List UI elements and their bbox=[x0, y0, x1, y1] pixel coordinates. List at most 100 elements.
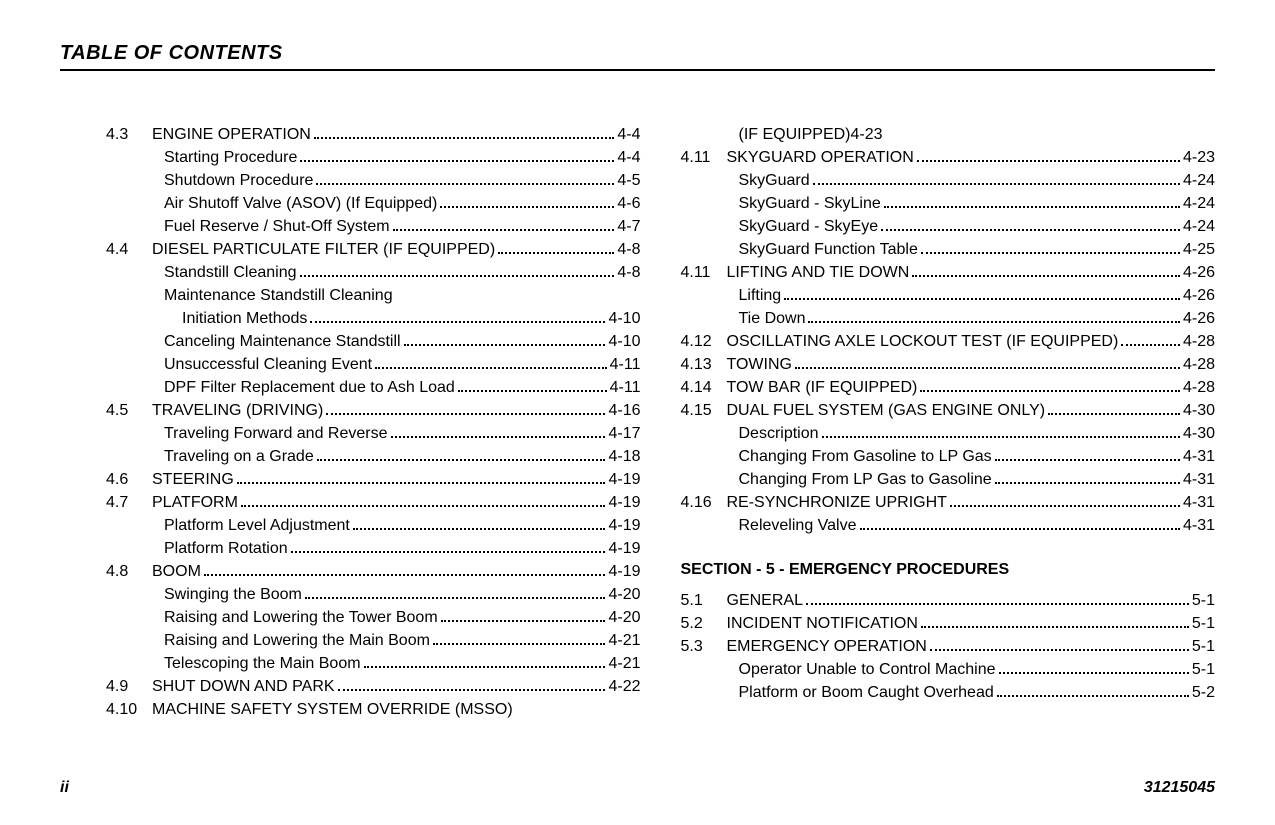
toc-leader-dots bbox=[375, 356, 607, 369]
toc-right-column: (IF EQUIPPED)4-234.11SKYGUARD OPERATION4… bbox=[681, 123, 1216, 721]
toc-leader-dots bbox=[795, 356, 1180, 369]
toc-entry: 4.8BOOM4-19 bbox=[106, 560, 641, 583]
toc-entry-page: 4-24 bbox=[1183, 169, 1215, 192]
toc-entry-page: 4-31 bbox=[1183, 514, 1215, 537]
toc-entry-label: SKYGUARD OPERATION bbox=[727, 146, 914, 169]
toc-entry-page: 4-11 bbox=[610, 353, 641, 376]
toc-leader-dots bbox=[921, 241, 1180, 254]
toc-leader-dots bbox=[300, 149, 614, 162]
toc-leader-dots bbox=[881, 218, 1180, 231]
toc-leader-dots bbox=[291, 540, 606, 553]
toc-entry-label: BOOM bbox=[152, 560, 201, 583]
toc-entry: 4.15DUAL FUEL SYSTEM (GAS ENGINE ONLY)4-… bbox=[681, 399, 1216, 422]
toc-entry: Lifting 4-26 bbox=[681, 284, 1216, 307]
toc-leader-dots bbox=[1048, 402, 1180, 415]
toc-leader-dots bbox=[930, 638, 1189, 651]
toc-entry-label: Changing From LP Gas to Gasoline bbox=[739, 468, 992, 491]
toc-leader-dots bbox=[860, 517, 1180, 530]
toc-entry-label: (IF EQUIPPED)4-23 bbox=[739, 123, 883, 146]
toc-entry: 5.3EMERGENCY OPERATION5-1 bbox=[681, 635, 1216, 658]
toc-entry-page: 4-19 bbox=[608, 514, 640, 537]
toc-entry-label: SkyGuard - SkyLine bbox=[739, 192, 881, 215]
toc-entry-page: 4-10 bbox=[608, 307, 640, 330]
toc-entry: Canceling Maintenance Standstill4-10 bbox=[106, 330, 641, 353]
toc-leader-dots bbox=[393, 218, 615, 231]
toc-entry-number: 4.5 bbox=[106, 399, 152, 422]
toc-entry: Tie Down4-26 bbox=[681, 307, 1216, 330]
toc-entry-page: 5-1 bbox=[1192, 612, 1215, 635]
toc-entry: 4.16RE-SYNCHRONIZE UPRIGHT4-31 bbox=[681, 491, 1216, 514]
toc-entry-label: PLATFORM bbox=[152, 491, 238, 514]
toc-entry: Swinging the Boom 4-20 bbox=[106, 583, 641, 606]
toc-entry-label: Canceling Maintenance Standstill bbox=[164, 330, 401, 353]
toc-entry-label: Operator Unable to Control Machine bbox=[739, 658, 996, 681]
toc-entry-label: TOW BAR (IF EQUIPPED) bbox=[727, 376, 918, 399]
toc-entry-page: 4-24 bbox=[1183, 215, 1215, 238]
toc-entry-label: Description bbox=[739, 422, 819, 445]
toc-entry-label: SkyGuard Function Table bbox=[739, 238, 918, 261]
toc-entry-page: 4-23 bbox=[1183, 146, 1215, 169]
toc-entry-label: Maintenance Standstill Cleaning bbox=[164, 284, 393, 307]
toc-entry-number: 4.13 bbox=[681, 353, 727, 376]
toc-leader-dots bbox=[498, 241, 614, 254]
toc-entry-label: Tie Down bbox=[739, 307, 806, 330]
toc-entry-page: 4-19 bbox=[608, 491, 640, 514]
toc-entry-label: TRAVELING (DRIVING) bbox=[152, 399, 323, 422]
toc-leader-dots bbox=[995, 471, 1180, 484]
toc-entry: Platform Rotation4-19 bbox=[106, 537, 641, 560]
toc-entry-page: 4-31 bbox=[1183, 445, 1215, 468]
toc-entry-label: Shutdown Procedure bbox=[164, 169, 313, 192]
toc-leader-dots bbox=[997, 684, 1189, 697]
toc-entry: 4.9SHUT DOWN AND PARK4-22 bbox=[106, 675, 641, 698]
section-5-title: SECTION - 5 - EMERGENCY PROCEDURES bbox=[681, 561, 1216, 579]
toc-entry-page: 4-31 bbox=[1183, 491, 1215, 514]
toc-leader-dots bbox=[391, 425, 606, 438]
toc-entry-label: EMERGENCY OPERATION bbox=[727, 635, 927, 658]
toc-left-column: 4.3ENGINE OPERATION4-4Starting Procedure… bbox=[60, 123, 641, 721]
toc-entry-page: 4-4 bbox=[617, 123, 640, 146]
toc-entry-page: 4-6 bbox=[617, 192, 640, 215]
toc-entry-number: 4.4 bbox=[106, 238, 152, 261]
toc-entry: 4.6STEERING4-19 bbox=[106, 468, 641, 491]
toc-entry-label: Swinging the Boom bbox=[164, 583, 302, 606]
toc-entry-label: Telescoping the Main Boom bbox=[164, 652, 361, 675]
toc-entry: 4.11SKYGUARD OPERATION 4-23 bbox=[681, 146, 1216, 169]
toc-entry-label: Standstill Cleaning bbox=[164, 261, 297, 284]
toc-entry-label: Raising and Lowering the Tower Boom bbox=[164, 606, 438, 629]
toc-entry-page: 4-30 bbox=[1183, 399, 1215, 422]
toc-entry-label: SkyGuard bbox=[739, 169, 810, 192]
toc-entry-label: Lifting bbox=[739, 284, 782, 307]
toc-entry-label: Fuel Reserve / Shut-Off System bbox=[164, 215, 390, 238]
toc-entry-page: 4-24 bbox=[1183, 192, 1215, 215]
toc-entry-page: 5-2 bbox=[1192, 681, 1215, 704]
toc-leader-dots bbox=[995, 448, 1180, 461]
toc-leader-dots bbox=[806, 592, 1189, 605]
toc-entry: Raising and Lowering the Tower Boom4-20 bbox=[106, 606, 641, 629]
toc-entry-label: STEERING bbox=[152, 468, 234, 491]
toc-entry: 4.13TOWING4-28 bbox=[681, 353, 1216, 376]
toc-entry: Air Shutoff Valve (ASOV) (If Equipped)4-… bbox=[106, 192, 641, 215]
toc-entry: Traveling on a Grade4-18 bbox=[106, 445, 641, 468]
toc-entry-page: 5-1 bbox=[1192, 658, 1215, 681]
toc-entry-page: 5-1 bbox=[1192, 635, 1215, 658]
toc-entry-label: Releveling Valve bbox=[739, 514, 857, 537]
toc-entry-label: TOWING bbox=[727, 353, 792, 376]
toc-entry-page: 4-26 bbox=[1183, 284, 1215, 307]
toc-entry-page: 4-21 bbox=[608, 652, 640, 675]
toc-entry-label: Platform or Boom Caught Overhead bbox=[739, 681, 994, 704]
toc-entry-page: 4-20 bbox=[608, 583, 640, 606]
toc-entry: 4.14TOW BAR (IF EQUIPPED)4-28 bbox=[681, 376, 1216, 399]
toc-entry-number: 4.6 bbox=[106, 468, 152, 491]
toc-leader-dots bbox=[1121, 333, 1180, 346]
toc-entry: Unsuccessful Cleaning Event4-11 bbox=[106, 353, 641, 376]
toc-entry-page: 4-5 bbox=[617, 169, 640, 192]
toc-leader-dots bbox=[458, 379, 607, 392]
toc-entry: Initiation Methods4-10 bbox=[106, 307, 641, 330]
toc-entry-number: 4.11 bbox=[681, 146, 727, 169]
toc-entry: Standstill Cleaning4-8 bbox=[106, 261, 641, 284]
toc-entry-number: 5.2 bbox=[681, 612, 727, 635]
toc-entry-number: 4.9 bbox=[106, 675, 152, 698]
toc-entry-label: MACHINE SAFETY SYSTEM OVERRIDE (MSSO) bbox=[152, 698, 513, 721]
toc-entry: 4.4DIESEL PARTICULATE FILTER (IF EQUIPPE… bbox=[106, 238, 641, 261]
toc-entry: Platform or Boom Caught Overhead 5-2 bbox=[681, 681, 1216, 704]
